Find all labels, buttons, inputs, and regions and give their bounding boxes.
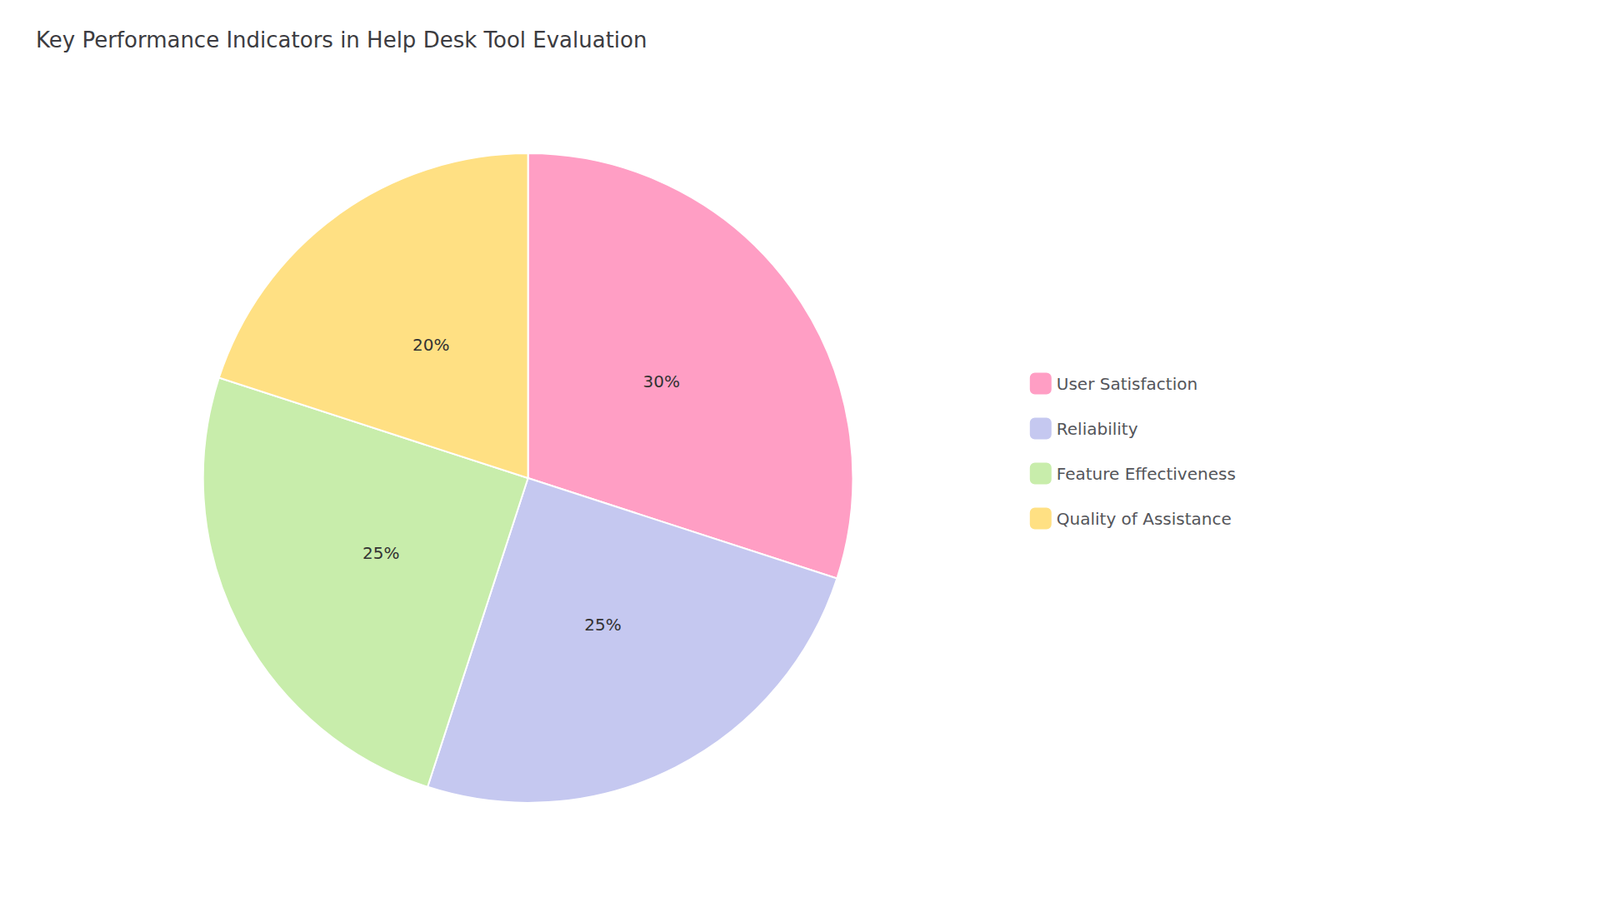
svg-text:20%: 20%	[412, 335, 450, 355]
svg-text:User Satisfaction: User Satisfaction	[1056, 374, 1198, 395]
svg-text:25%: 25%	[362, 543, 400, 564]
svg-text:Reliability: Reliability	[1056, 419, 1139, 440]
svg-text:Quality of Assistance: Quality of Assistance	[1056, 509, 1232, 530]
svg-text:25%: 25%	[584, 615, 621, 635]
svg-text:Key Performance Indicators in: Key Performance Indicators in Help Desk …	[35, 27, 647, 53]
svg-text:30%: 30%	[643, 371, 680, 392]
svg-text:Feature Effectiveness: Feature Effectiveness	[1056, 464, 1236, 485]
